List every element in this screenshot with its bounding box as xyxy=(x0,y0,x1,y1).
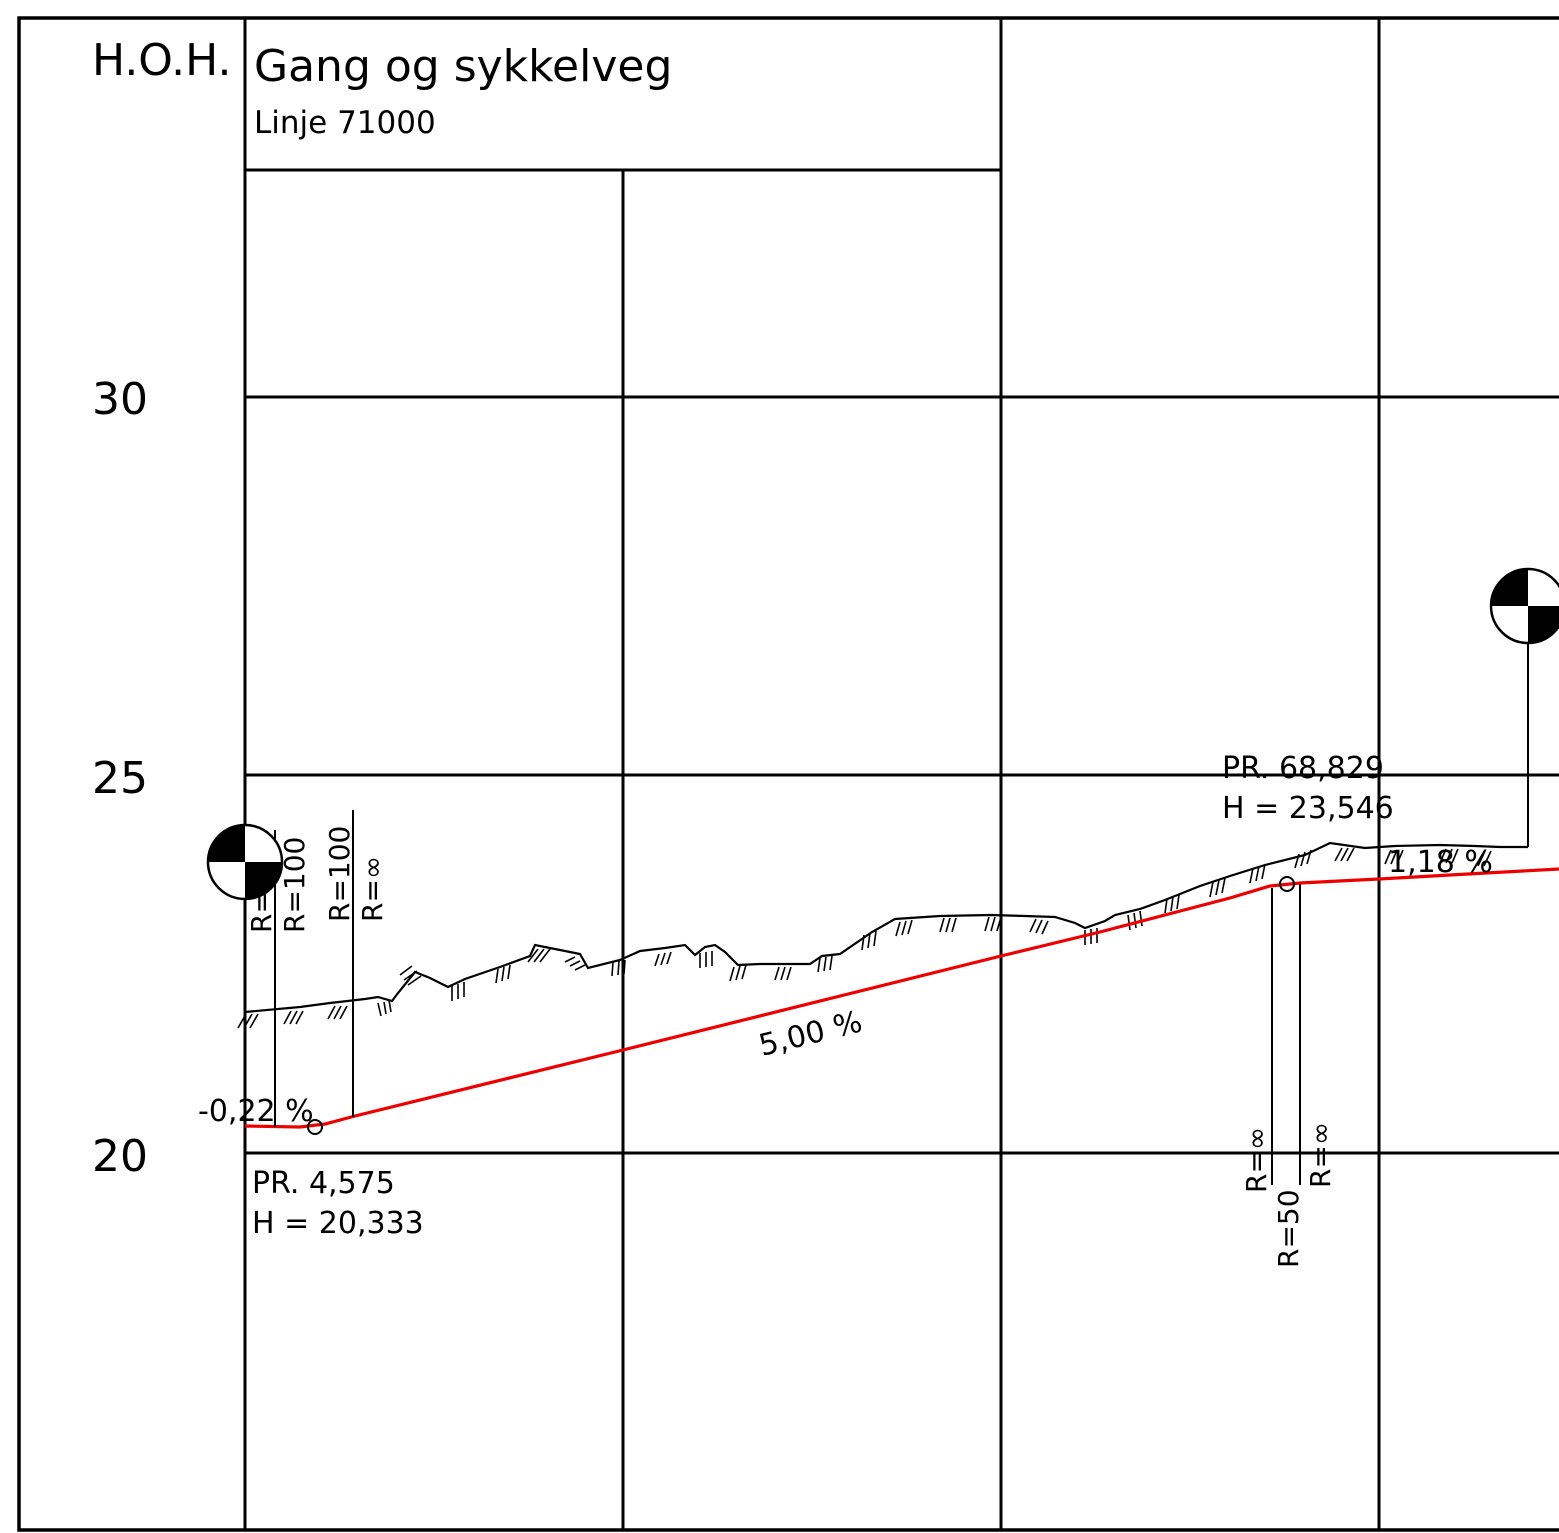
survey-marker-icon xyxy=(1489,567,1559,847)
elevation-label-25: 25 xyxy=(92,753,148,804)
elevation-label-30: 30 xyxy=(92,374,148,425)
page-title: Gang og sykkelveg xyxy=(254,41,672,92)
curve-radius-markers xyxy=(274,810,1301,1185)
axis-label: H.O.H. xyxy=(92,35,231,86)
slope-label-start: -0,22 % xyxy=(198,1094,314,1129)
terrain-profile xyxy=(237,841,1528,1029)
road-grade-line xyxy=(244,867,1559,1129)
radius-label-right-2: R=50 xyxy=(1272,1189,1305,1268)
elevation-label-20: 20 xyxy=(92,1131,148,1182)
slope-label-end: 1,18 % xyxy=(1388,845,1493,880)
survey-marker-icon xyxy=(206,823,284,901)
station-label-1: PR. 4,575 xyxy=(252,1166,395,1201)
height-label-1: H = 20,333 xyxy=(252,1206,424,1241)
station-label-2: PR. 68,829 xyxy=(1222,751,1384,786)
drawing-frame xyxy=(17,16,1559,1532)
height-label-2: H = 23,546 xyxy=(1222,791,1394,826)
radius-label-right-1: R=∞ xyxy=(1240,1127,1273,1193)
radius-label-left-2: R=100 xyxy=(278,837,311,933)
radius-label-left-4: R=∞ xyxy=(356,856,389,922)
grid xyxy=(243,18,1559,1530)
page-subtitle: Linje 71000 xyxy=(254,105,436,141)
radius-label-right-3: R=∞ xyxy=(1304,1122,1337,1188)
radius-label-left-3: R=100 xyxy=(323,826,356,922)
